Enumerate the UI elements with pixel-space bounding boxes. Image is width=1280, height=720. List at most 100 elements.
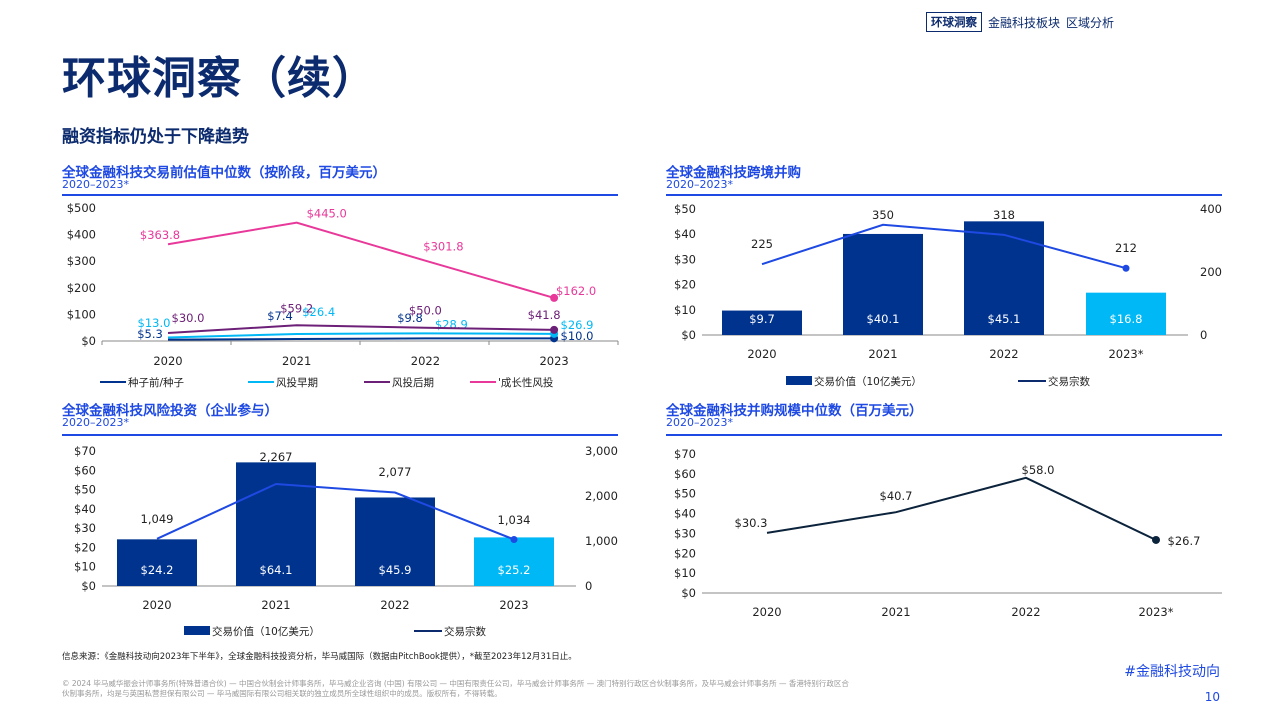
chart4-series-endpoint	[1152, 535, 1160, 544]
chart2-count-endpoint	[1122, 264, 1130, 272]
chart2-bar	[843, 233, 923, 335]
chart4-y-tick: $10	[674, 566, 696, 580]
chart3-bar	[474, 537, 554, 586]
chart2-count-label: 225	[751, 237, 773, 251]
chart2-count-line	[761, 223, 1127, 270]
chart2-legend-label-line: 交易宗数	[1048, 375, 1090, 388]
chart1-data-label: $13.0	[138, 316, 171, 330]
chart3-count-label: 1,034	[498, 513, 531, 527]
chart3-bar	[117, 539, 197, 586]
chart4-data-label: $30.3	[735, 516, 768, 530]
chart1-series-line	[167, 324, 555, 335]
chart2-y-tick: $40	[674, 227, 696, 241]
chart3-x-tick: 2020	[142, 598, 171, 612]
chart3-y-tick: $40	[74, 502, 96, 516]
chart2-bar-label: $9.7	[749, 312, 775, 326]
chart3-y-tick: $60	[74, 463, 96, 477]
chart1-data-label: $59.2	[280, 301, 313, 315]
chart3-bar	[355, 497, 435, 586]
chart2-period: 2020–2023*	[666, 178, 733, 191]
chart1-data-label: $363.8	[140, 228, 180, 242]
chart4-x-tick: 2022	[1011, 605, 1040, 619]
chart4-y-tick: $0	[681, 586, 696, 600]
chart2-count-label: 212	[1115, 241, 1137, 255]
chart2-y-tick: $20	[674, 278, 696, 292]
chart2-y-tick: $50	[674, 202, 696, 216]
chart2-rule	[666, 194, 1222, 196]
chart3-y-tick: $20	[74, 540, 96, 554]
chart2-y2-tick: 200	[1200, 265, 1222, 279]
chart3-rule	[62, 434, 618, 436]
chart1-data-label: $26.4	[302, 305, 335, 319]
chart3-y-tick: $30	[74, 521, 96, 535]
chart2-x-tick: 2022	[989, 347, 1018, 361]
chart2-bar	[964, 221, 1044, 335]
chart1-series-endpoint	[550, 293, 559, 302]
chart4-y-tick: $30	[674, 526, 696, 540]
chart1-x-tick: 2021	[282, 354, 311, 368]
chart3-count-label: 1,049	[141, 512, 174, 526]
chart2-bar-label: $40.1	[867, 312, 900, 326]
chart1-legend-label: 风投后期	[392, 376, 434, 389]
chart3-bar-label: $25.2	[498, 563, 531, 577]
chart3-y-tick: $0	[81, 579, 96, 593]
chart3-y2-tick: 1,000	[585, 534, 618, 548]
chart2-y-tick: $0	[681, 328, 696, 342]
nav-tab-global-insights[interactable]: 环球洞察	[926, 12, 982, 32]
chart1-period: 2020–2023*	[62, 178, 129, 191]
chart3-bar-label: $45.9	[379, 563, 412, 577]
chart3-count-label: 2,267	[260, 450, 293, 464]
chart3-y2-tick: 0	[585, 579, 592, 593]
chart2-bar	[722, 310, 802, 335]
chart4-data-label: $40.7	[880, 489, 913, 503]
nav-tab-regional-analysis[interactable]: 区域分析	[1066, 15, 1115, 30]
chart1-y-tick: $200	[67, 281, 96, 295]
chart2-y2-tick: 400	[1200, 202, 1222, 216]
chart2-legend-swatch-bar	[786, 376, 812, 385]
chart1-data-label: $7.4	[267, 309, 293, 323]
chart3-x-tick: 2021	[261, 598, 290, 612]
chart1-legend-label: '成长性风投	[498, 376, 554, 389]
chart4-y-tick: $70	[674, 447, 696, 461]
chart4-period: 2020–2023*	[666, 416, 733, 429]
chart1-series-line	[167, 337, 555, 341]
chart3-y2-tick: 2,000	[585, 489, 618, 503]
copyright-note: © 2024 毕马威华振会计师事务所(特殊普通合伙) — 中国合伙制会计师事务所…	[62, 679, 849, 698]
chart4-data-label: $26.7	[1168, 534, 1201, 548]
chart1-data-label: $445.0	[307, 207, 347, 221]
chart4-y-tick: $20	[674, 546, 696, 560]
hashtag-label[interactable]: #金融科技动向	[1124, 664, 1220, 680]
chart1-data-label: $26.9	[561, 318, 594, 332]
chart1-series-endpoint	[550, 325, 559, 334]
chart1-legend-label: 种子前/种子	[128, 376, 184, 389]
chart1-x-tick: 2023	[539, 354, 568, 368]
chart3-y2-tick: 3,000	[585, 444, 618, 458]
chart1-x-tick: 2020	[153, 354, 182, 368]
chart2-legend-label-bar: 交易价值（10亿美元）	[814, 375, 922, 388]
chart1-data-label: $5.3	[137, 327, 163, 341]
chart1-data-label: $41.8	[528, 308, 561, 322]
chart3-count-endpoint	[510, 535, 518, 543]
chart3-bar-label: $64.1	[260, 563, 293, 577]
chart4-title: 全球金融科技并购规模中位数（百万美元）	[666, 403, 923, 419]
chart2-y2-tick: 0	[1200, 328, 1207, 342]
chart3-legend-swatch-bar	[184, 626, 210, 635]
chart4-x-tick: 2021	[881, 605, 910, 619]
chart2-count-label: 350	[872, 208, 894, 222]
page-subtitle: 融资指标仍处于下降趋势	[62, 127, 249, 147]
chart1-data-label: $162.0	[556, 284, 596, 298]
chart3-legend-label-bar: 交易价值（10亿美元）	[212, 625, 320, 638]
chart1-rule	[62, 194, 618, 196]
nav-tab-fintech-sector[interactable]: 金融科技板块	[988, 15, 1061, 30]
chart3-bar-label: $24.2	[141, 563, 174, 577]
chart4-rule	[666, 434, 1222, 436]
chart1-x-tick: 2022	[411, 354, 440, 368]
chart1-y-tick: $100	[67, 307, 96, 321]
chart1-y-tick: $0	[81, 334, 96, 348]
chart1-series-line	[167, 332, 555, 339]
chart1-series-line	[167, 221, 555, 299]
chart4-data-label: $58.0	[1022, 463, 1055, 477]
